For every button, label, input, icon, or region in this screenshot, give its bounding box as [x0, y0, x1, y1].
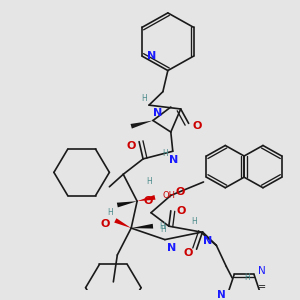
Text: N: N	[169, 155, 178, 165]
Text: H: H	[108, 208, 113, 217]
Text: O: O	[177, 206, 186, 216]
Text: N: N	[202, 236, 212, 246]
Polygon shape	[130, 121, 153, 129]
Text: O: O	[193, 121, 202, 131]
Text: H: H	[160, 225, 166, 234]
Text: H: H	[146, 177, 152, 186]
Text: O: O	[176, 187, 185, 196]
Text: H: H	[159, 222, 165, 231]
Text: O: O	[144, 196, 153, 206]
Text: H: H	[162, 149, 168, 158]
Text: N: N	[153, 108, 162, 118]
Text: O: O	[127, 141, 136, 152]
Text: =: =	[258, 282, 266, 292]
Text: H: H	[141, 94, 147, 103]
Text: N: N	[167, 244, 176, 254]
Polygon shape	[137, 195, 155, 201]
Polygon shape	[117, 201, 137, 207]
Text: H: H	[191, 217, 197, 226]
Polygon shape	[131, 224, 153, 229]
Text: OH: OH	[163, 191, 176, 200]
Text: H: H	[244, 273, 250, 282]
Text: N: N	[258, 266, 266, 276]
Polygon shape	[114, 218, 131, 228]
Text: O: O	[100, 219, 110, 229]
Text: N: N	[147, 51, 156, 61]
Text: N: N	[218, 290, 226, 300]
Text: O: O	[183, 248, 193, 258]
